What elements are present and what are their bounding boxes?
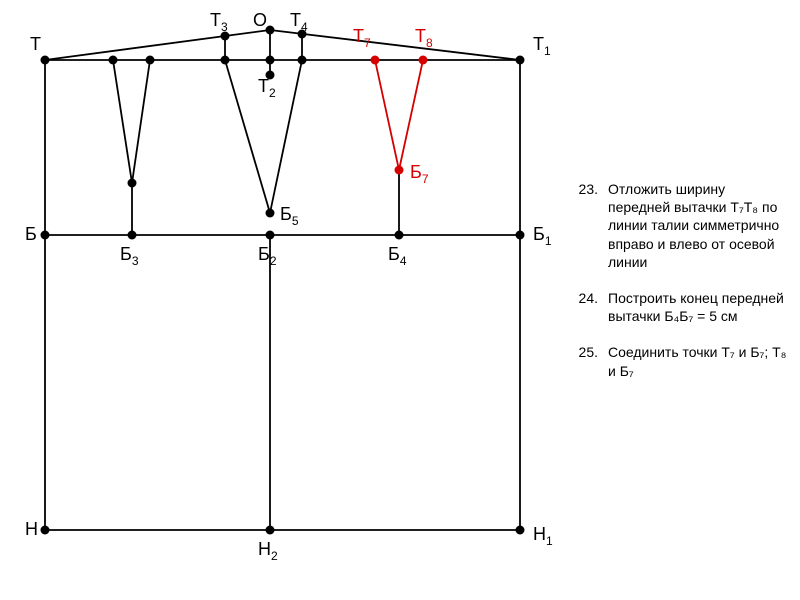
point-T4b <box>298 56 307 65</box>
diagram-line <box>375 60 399 170</box>
point-B1 <box>516 231 525 240</box>
diagram-line <box>399 60 423 170</box>
point-H2 <box>266 526 275 535</box>
point-d1R <box>146 56 155 65</box>
label-B5: Б5 <box>280 204 299 228</box>
label-B2: Б2 <box>258 244 277 268</box>
point-B4 <box>395 231 404 240</box>
diagram-line <box>113 60 132 183</box>
point-T <box>41 56 50 65</box>
instruction-number: 23. <box>570 180 608 198</box>
label-T: Т <box>30 34 41 54</box>
label-H2: Н2 <box>258 539 278 563</box>
label-T2: Т2 <box>258 76 276 100</box>
diagram-line <box>270 30 520 60</box>
diagram-line <box>132 60 150 183</box>
point-B <box>41 231 50 240</box>
diagram-line <box>270 60 302 213</box>
label-T3_on_top: Т3 <box>210 10 228 34</box>
diagram-line <box>45 30 270 60</box>
label-B4: Б4 <box>388 244 407 268</box>
label-H1: Н1 <box>533 524 553 548</box>
point-T3b <box>221 56 230 65</box>
point-T8 <box>419 56 428 65</box>
instruction-item: 24.Построить конец передней вытачки Б₄Б₇… <box>570 289 790 325</box>
point-O_on_TT1 <box>266 56 275 65</box>
instructions-list: 23.Отложить ширину передней вытачки Т₇Т₈… <box>570 180 790 398</box>
point-B7 <box>395 166 404 175</box>
point-T1 <box>516 56 525 65</box>
label-T8: Т8 <box>415 26 433 50</box>
label-T7: Т7 <box>353 26 371 50</box>
point-T7 <box>371 56 380 65</box>
label-H: Н <box>25 519 38 539</box>
instruction-item: 23.Отложить ширину передней вытачки Т₇Т₈… <box>570 180 790 271</box>
instruction-text: Отложить ширину передней вытачки Т₇Т₈ по… <box>608 180 790 271</box>
label-T4_on_top: Т4 <box>290 10 308 34</box>
point-d1A <box>128 179 137 188</box>
point-d1L <box>109 56 118 65</box>
point-H1 <box>516 526 525 535</box>
instruction-item: 25.Соединить точки Т₇ и Б₇; Т₈ и Б₇ <box>570 343 790 379</box>
instruction-number: 24. <box>570 289 608 307</box>
instruction-text: Соединить точки Т₇ и Б₇; Т₈ и Б₇ <box>608 343 790 379</box>
label-O: О <box>253 10 267 30</box>
label-T1: Т1 <box>533 34 551 58</box>
label-B1: Б1 <box>533 224 552 248</box>
label-B3: Б3 <box>120 244 139 268</box>
point-B3 <box>128 231 137 240</box>
label-B: Б <box>25 224 37 244</box>
label-B7: Б7 <box>410 162 429 186</box>
instruction-number: 25. <box>570 343 608 361</box>
instruction-text: Построить конец передней вытачки Б₄Б₇ = … <box>608 289 790 325</box>
point-H <box>41 526 50 535</box>
point-B5 <box>266 209 275 218</box>
point-B2 <box>266 231 275 240</box>
